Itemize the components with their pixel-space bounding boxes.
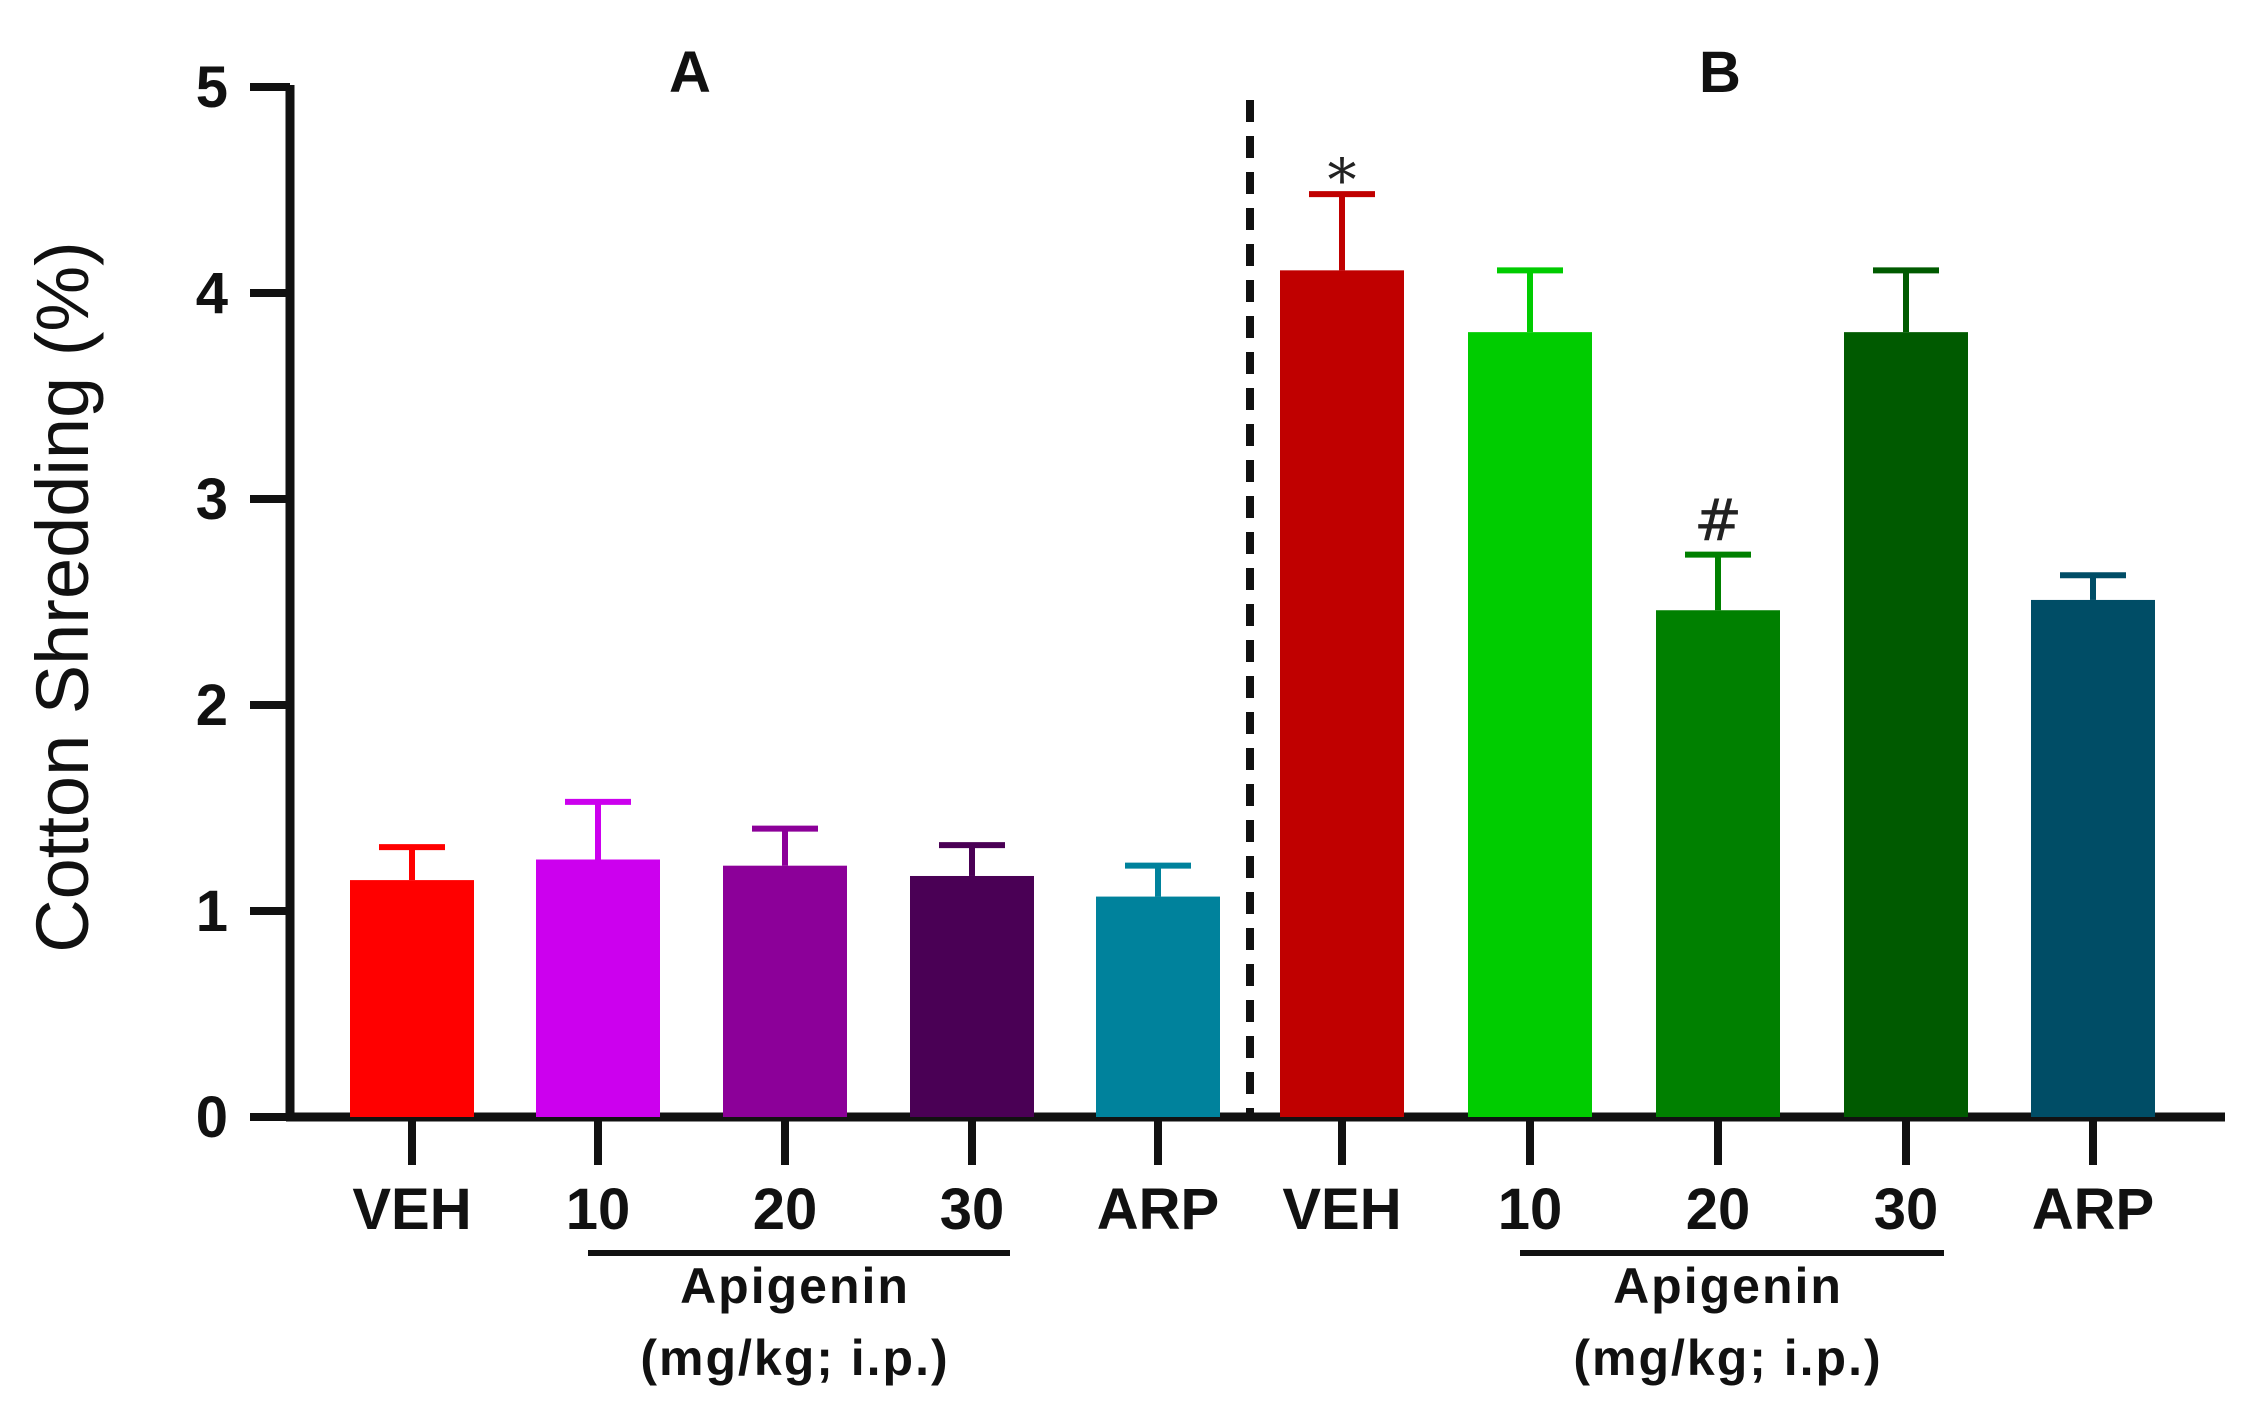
bar-b-20	[1656, 610, 1780, 1117]
x-tick-label: 30	[1874, 1177, 1939, 1242]
bar-b-10	[1468, 332, 1592, 1117]
bar-a-10	[536, 859, 660, 1117]
panel-label: B	[1699, 40, 1741, 105]
x-tick-label: 10	[566, 1177, 631, 1242]
x-tick-label: 20	[1686, 1177, 1751, 1242]
bar-a-veh	[350, 880, 474, 1117]
bar-b-30	[1844, 332, 1968, 1117]
y-tick-label: 4	[196, 261, 228, 326]
y-axis-label: Cotton Shredding (%)	[21, 241, 104, 953]
y-tick-label: 1	[196, 879, 228, 944]
bar-b-arp	[2031, 599, 2155, 1117]
significance-marker: #	[1694, 487, 1743, 555]
bar-a-30	[910, 875, 1034, 1117]
bar-b-veh	[1280, 270, 1404, 1118]
y-tick-label: 5	[196, 55, 228, 120]
y-tick-label: 3	[196, 467, 228, 532]
labels: 0 1 2 3 4 5 Cotton Shredding (%) A VEH 10 20 30 ARP A…	[21, 40, 2154, 1386]
group-label-drug: Apigenin	[1613, 1258, 1843, 1314]
bars	[350, 191, 2155, 1118]
group-label-dose: (mg/kg; i.p.)	[1573, 1330, 1882, 1386]
x-tick-label: ARP	[2032, 1177, 2154, 1242]
group-label-dose: (mg/kg; i.p.)	[640, 1330, 949, 1386]
x-tick-label: 10	[1498, 1177, 1563, 1242]
x-tick-label: VEH	[1282, 1177, 1401, 1242]
x-tick-label: ARP	[1097, 1177, 1219, 1242]
x-tick-label: 30	[940, 1177, 1005, 1242]
x-tick-label: VEH	[352, 1177, 471, 1242]
significance-marker: *	[1328, 146, 1357, 214]
bar-a-20	[723, 865, 847, 1117]
y-tick-label: 0	[196, 1085, 228, 1150]
y-tick-label: 2	[196, 673, 228, 738]
x-tick-label: 20	[753, 1177, 818, 1242]
bar-a-arp	[1096, 896, 1220, 1117]
panel-label: A	[669, 40, 711, 105]
group-label-drug: Apigenin	[680, 1258, 910, 1314]
